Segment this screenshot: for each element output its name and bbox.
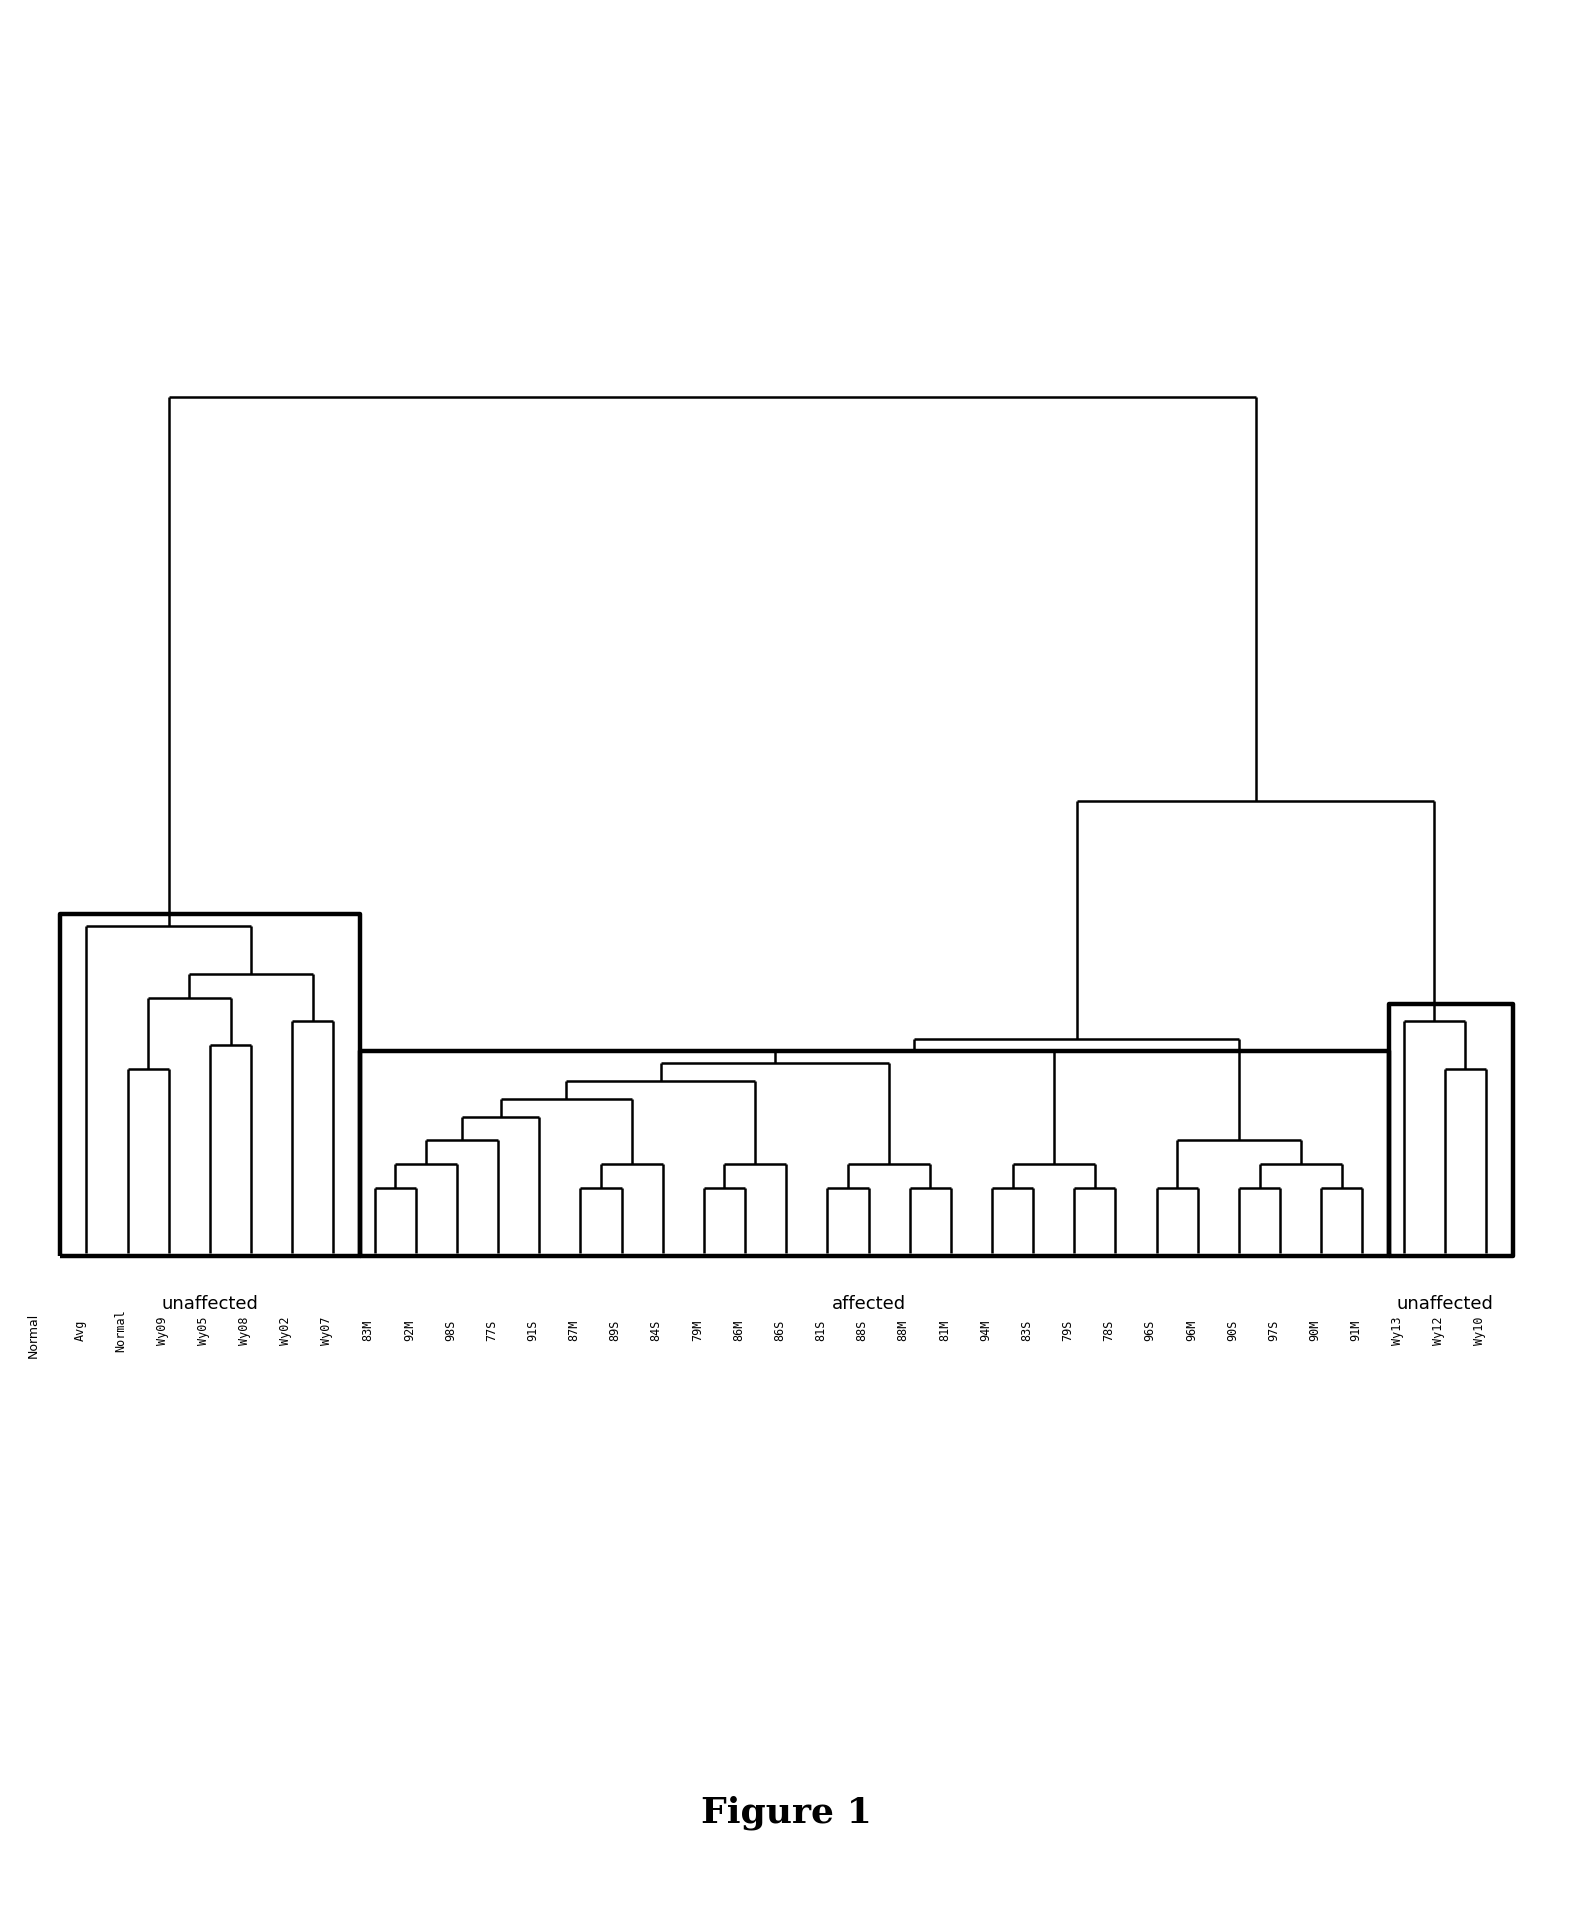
- Text: Wy08: Wy08: [237, 1317, 252, 1344]
- Text: Avg: Avg: [73, 1319, 86, 1342]
- Text: 79S: 79S: [1061, 1319, 1074, 1342]
- Text: Wy02: Wy02: [279, 1317, 292, 1344]
- Text: 83S: 83S: [1020, 1319, 1034, 1342]
- Text: 89S: 89S: [609, 1319, 621, 1342]
- Text: 88M: 88M: [897, 1319, 910, 1342]
- Text: Normal: Normal: [27, 1314, 40, 1358]
- Text: 96S: 96S: [1144, 1319, 1157, 1342]
- Text: 83M: 83M: [362, 1319, 374, 1342]
- Text: 91M: 91M: [1349, 1319, 1362, 1342]
- Text: Normal: Normal: [115, 1310, 127, 1352]
- Text: 96M: 96M: [1185, 1319, 1198, 1342]
- Text: 90S: 90S: [1227, 1319, 1239, 1342]
- Text: Wy05: Wy05: [198, 1317, 210, 1344]
- Text: 81M: 81M: [938, 1319, 951, 1342]
- Text: 78S: 78S: [1102, 1319, 1115, 1342]
- Text: Wy10: Wy10: [1474, 1317, 1486, 1344]
- Text: Wy07: Wy07: [320, 1317, 333, 1344]
- Text: 81S: 81S: [814, 1319, 827, 1342]
- Text: 98S: 98S: [444, 1319, 457, 1342]
- Text: 90M: 90M: [1308, 1319, 1321, 1342]
- Text: Wy09: Wy09: [156, 1317, 169, 1344]
- Text: 88S: 88S: [855, 1319, 868, 1342]
- Text: 84S: 84S: [650, 1319, 663, 1342]
- Text: 86M: 86M: [733, 1319, 746, 1342]
- Text: 94M: 94M: [980, 1319, 992, 1342]
- Text: Wy13: Wy13: [1391, 1317, 1403, 1344]
- Text: unaffected: unaffected: [1397, 1294, 1493, 1314]
- Text: 86S: 86S: [773, 1319, 787, 1342]
- Text: 91S: 91S: [526, 1319, 540, 1342]
- Text: affected: affected: [832, 1294, 905, 1314]
- Text: unaffected: unaffected: [161, 1294, 258, 1314]
- Text: 87M: 87M: [567, 1319, 580, 1342]
- Text: 79M: 79M: [691, 1319, 704, 1342]
- Text: Figure 1: Figure 1: [701, 1795, 871, 1830]
- Text: 92M: 92M: [403, 1319, 416, 1342]
- Text: 97S: 97S: [1266, 1319, 1281, 1342]
- Text: Wy12: Wy12: [1432, 1317, 1445, 1344]
- Text: 77S: 77S: [486, 1319, 499, 1342]
